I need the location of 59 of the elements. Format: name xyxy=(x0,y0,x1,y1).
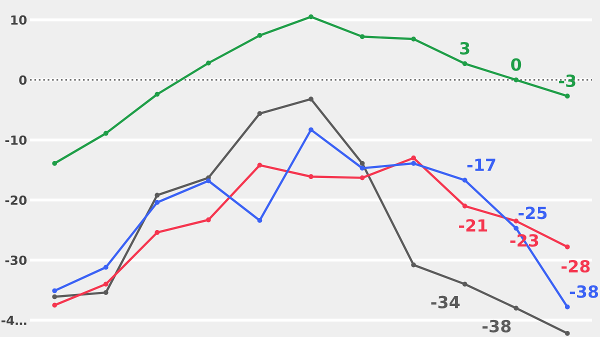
y-tick-label: 10 xyxy=(11,15,27,25)
point xyxy=(154,92,160,97)
point xyxy=(360,175,365,180)
point xyxy=(52,160,58,166)
data-label: -3 xyxy=(559,74,576,88)
data-label: 0 xyxy=(511,58,522,71)
point xyxy=(514,306,519,311)
point xyxy=(257,33,262,38)
point xyxy=(103,282,108,287)
data-label: -38 xyxy=(570,285,598,298)
point xyxy=(308,96,314,102)
point xyxy=(564,244,570,250)
point xyxy=(462,282,468,287)
point xyxy=(564,94,570,99)
point xyxy=(257,162,262,168)
point xyxy=(411,36,416,42)
point xyxy=(52,288,58,294)
point xyxy=(308,127,314,132)
point xyxy=(206,178,211,184)
point xyxy=(308,14,314,20)
point xyxy=(564,330,570,336)
point xyxy=(411,262,416,268)
point xyxy=(257,218,262,223)
data-label: -17 xyxy=(467,158,496,171)
data-label: -21 xyxy=(459,219,488,232)
y-tick-label: 0 xyxy=(19,75,27,85)
point xyxy=(360,166,365,171)
point xyxy=(206,60,211,66)
point xyxy=(514,218,519,224)
point xyxy=(154,200,160,205)
point xyxy=(514,77,519,82)
point xyxy=(462,178,468,183)
y-tick-label: -4… xyxy=(2,316,26,325)
point xyxy=(257,111,262,116)
y-tick-label: -20 xyxy=(5,196,27,205)
point xyxy=(514,226,519,231)
point xyxy=(308,174,314,180)
y-tick-label: -30 xyxy=(5,256,27,266)
point xyxy=(462,204,468,208)
point xyxy=(411,156,416,160)
point xyxy=(103,290,108,295)
point xyxy=(206,217,211,222)
data-label: -34 xyxy=(431,296,460,308)
y-tick-label: -10 xyxy=(5,135,27,145)
point xyxy=(103,264,108,270)
data-label: -38 xyxy=(482,320,511,332)
point xyxy=(564,304,570,310)
data-label: 3 xyxy=(460,42,470,55)
data-label: -25 xyxy=(518,206,547,220)
point xyxy=(154,230,160,235)
point xyxy=(411,160,416,166)
point xyxy=(52,294,58,300)
point xyxy=(360,160,365,166)
point xyxy=(360,34,365,40)
data-label: -28 xyxy=(562,260,590,273)
point xyxy=(103,130,108,136)
point xyxy=(154,192,160,198)
point xyxy=(52,302,58,308)
point xyxy=(462,61,468,66)
